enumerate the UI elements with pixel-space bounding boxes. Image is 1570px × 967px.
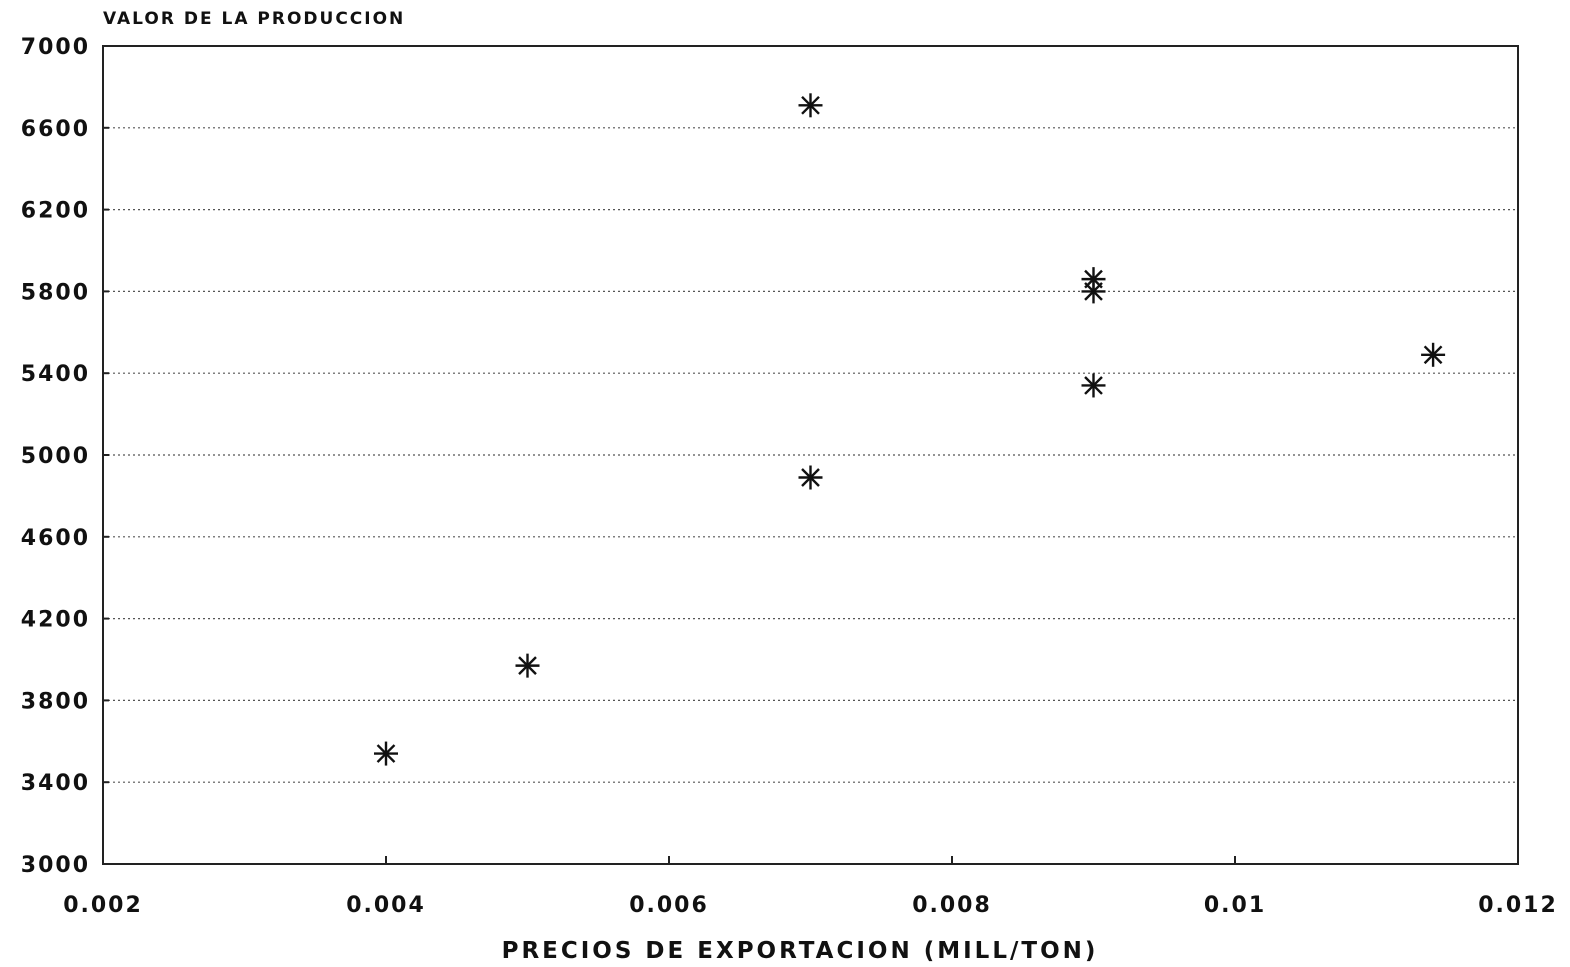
y-tick-label: 6600 [21, 117, 90, 142]
data-point [374, 741, 398, 766]
x-tick-label: 0.004 [346, 893, 426, 918]
x-tick-label: 0.006 [629, 893, 709, 918]
y-tick-label: 3800 [21, 689, 90, 714]
data-point [1081, 267, 1106, 292]
data-point [515, 653, 540, 678]
y-tick-label: 6200 [21, 199, 90, 224]
y-tick-label: 5800 [21, 280, 90, 305]
x-tick-labels: 0.002 0.004 0.006 0.008 0.01 0.012 [63, 856, 1558, 918]
x-tick-label: 0.012 [1478, 893, 1558, 918]
data-points [374, 93, 1446, 766]
data-point [1421, 342, 1446, 367]
x-tick-label: 0.008 [912, 893, 992, 918]
data-point [798, 93, 823, 118]
y-tick-labels: 3000 3400 3800 4200 4600 5000 5400 5800 6200 6600… [21, 35, 109, 878]
x-tick-label: 0.002 [63, 893, 143, 918]
data-point [798, 465, 823, 490]
y-tick-label: 4600 [21, 526, 90, 551]
y-tick-label: 4200 [21, 608, 90, 633]
y-axis-title: VALOR DE LA PRODUCCION [103, 9, 405, 29]
gridlines [103, 127, 1518, 783]
x-axis-title: PRECIOS DE EXPORTACION (MILL/TON) [502, 938, 1099, 964]
data-point [1081, 373, 1106, 398]
y-tick-label: 3400 [21, 771, 90, 796]
y-tick-label: 3000 [21, 853, 90, 878]
y-tick-label: 5400 [21, 362, 90, 387]
plot-frame [102, 45, 1519, 865]
y-tick-label: 7000 [21, 35, 90, 60]
x-tick-label: 0.01 [1204, 893, 1266, 918]
y-tick-label: 5000 [21, 444, 90, 469]
